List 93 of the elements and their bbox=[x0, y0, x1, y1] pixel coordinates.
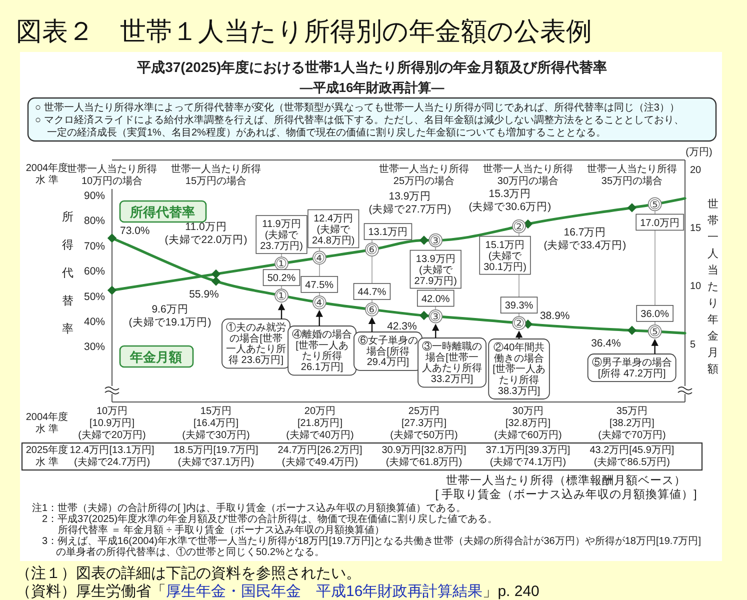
value-box: 50.2% bbox=[262, 269, 300, 286]
text: （注１）図表の詳細は下記の資料を参照されたい。 bbox=[16, 565, 361, 582]
value-box: 13.1万円 bbox=[364, 223, 412, 240]
data-label: 15.3万円 (夫婦で30.6万円) bbox=[468, 188, 552, 213]
data-label: 55.9% bbox=[189, 288, 219, 300]
case-box: ④離婚の場合[世帯一人あたり所得 26.1万円] bbox=[288, 326, 356, 376]
annotation: 世帯一人当たり所得 30万円の場合 bbox=[482, 163, 573, 187]
text: 2025年度水 準 bbox=[26, 444, 68, 468]
text: 43.2万円[45.9万円] (夫婦で86.5万円) bbox=[590, 445, 674, 468]
value-box: 42.0% bbox=[417, 290, 454, 307]
text: [16.4万円] (夫婦で30万円) bbox=[182, 418, 250, 441]
x-tick-label: 35万円 bbox=[616, 406, 648, 417]
y-tick-label: 30% bbox=[84, 341, 105, 354]
data-label: 9.6万円 (夫婦で19.1万円) bbox=[128, 303, 212, 328]
case-box: ⑤男子単身の場合[所得 47.2万円] bbox=[587, 354, 676, 382]
text: [10.9万円] (夫婦で20万円) bbox=[78, 418, 146, 441]
text: 18.5万円[19.7万円] (夫婦で37.1万円) bbox=[174, 445, 258, 468]
data-label: 44.7% bbox=[358, 287, 386, 298]
text: 厚生年金・国民年金 平成16年財政再計算結果 bbox=[166, 583, 483, 600]
annotation: 世帯一人当たり所得 15万円の場合 bbox=[170, 163, 261, 187]
y-tick-label: 40% bbox=[84, 316, 105, 328]
chart-title: 図表２ 世帯１人当たり所得別の年金額の公表例 bbox=[16, 16, 592, 46]
text: 」p. 240 bbox=[482, 583, 540, 600]
y2-tick-label: 5 bbox=[690, 339, 696, 350]
value-box: 17.0万円 bbox=[636, 214, 684, 231]
value-box: 11.9万円 (夫婦で 23.7万円) bbox=[256, 215, 308, 254]
value-box: 12.4万円 (夫婦で 24.8万円) bbox=[308, 209, 360, 248]
data-label: 36.0% bbox=[640, 309, 670, 320]
text: 37.1万円[39.3万円] (夫婦で74.1万円) bbox=[486, 445, 570, 468]
data-label: 36.4% bbox=[591, 337, 621, 350]
text: 24.7万円[26.2万円] (夫婦で49.4万円) bbox=[278, 445, 362, 468]
text: [27.3万円] (夫婦で50万円) bbox=[390, 418, 458, 441]
text: (万円) bbox=[686, 147, 712, 158]
case-box: ①夫のみ就労の場合[世帯一人あたり所得 23.6万円] bbox=[222, 318, 290, 369]
x-tick-label: 15万円 bbox=[200, 406, 232, 417]
value-box: 44.7% bbox=[353, 283, 391, 300]
case-box: ②40年間共働きの場合[世帯一人あたり所得 38.3万円] bbox=[488, 338, 550, 400]
data-label: 42.0% bbox=[421, 294, 450, 305]
text: 2：平成37(2025)年度水準の年金月額及び世帯の合計所得は、物価で現在価値に割り戻した値である。 bbox=[42, 513, 498, 525]
y-tick-label: 80% bbox=[84, 215, 105, 228]
annotation: 世帯一人当たり所得 10万円の場合 bbox=[67, 163, 157, 187]
y2-tick-label: 20 bbox=[690, 164, 702, 176]
text: 所得代替率 ＝ 年金月額 ÷ 手取り賃金（ボーナス込み年収の月額換算値） bbox=[58, 524, 385, 536]
y-tick-label: 60% bbox=[84, 266, 105, 278]
y2-tick-label: 15 bbox=[690, 222, 702, 234]
text: [32.8万円] (夫婦で60万円) bbox=[494, 418, 562, 441]
data-label: 13.9万円 (夫婦で27.7万円) bbox=[368, 190, 452, 216]
text: 注1：世帯（夫婦）の合計所得の[ ]内は、手取り賃金（ボーナス込み年収の月額換算値）である。 bbox=[32, 502, 466, 514]
data-label: 42.3% bbox=[387, 320, 417, 333]
value-box: 39.3% bbox=[500, 296, 538, 314]
series-name: 所得代替率 bbox=[119, 200, 207, 223]
text: 2004年度水 準 bbox=[26, 162, 68, 186]
data-label: 13.1万円 bbox=[368, 227, 408, 238]
x-tick-label: 30万円 bbox=[512, 406, 544, 417]
text: 12.4万円[13.1万円] (夫婦で24.7万円) bbox=[70, 445, 154, 468]
value-box: 47.5% bbox=[300, 276, 338, 293]
text: 世帯一人当たり所得（標準報酬月額ベース） [ 手取り賃金（ボーナス込み年収の月額換算値）] bbox=[435, 473, 697, 501]
value-box: 36.0% bbox=[636, 305, 674, 322]
data-label: 16.7万円 (夫婦で33.4万円) bbox=[544, 226, 626, 252]
text: 3：例えば、平成16(2004)年水準で世帯一人当たり所得が18万円[19.7万円]となる共働き世帯（夫婦の所得合計が36万円）や所得が18万円[19.7万円] の単身者の所得代替率は、①の世帯と同じく50.2%となる。 bbox=[42, 535, 702, 558]
data-label: 39.3% bbox=[504, 300, 534, 312]
text: 世帯一人当たり年金月額 bbox=[708, 198, 718, 376]
data-label: 11.0万円 (夫婦で22.0万円) bbox=[164, 221, 248, 246]
series-label: 所得代替率 bbox=[129, 204, 195, 220]
text: [21.8万円] (夫婦で40万円) bbox=[286, 418, 354, 441]
data-label: 73.0% bbox=[120, 225, 150, 238]
text: 所得代替率 bbox=[62, 211, 74, 336]
case-box: ⑥女子単身の場合[所得 29.4万円] bbox=[354, 332, 422, 371]
y-tick-label: 50% bbox=[84, 290, 105, 303]
annotation: ⑤男子単身の場合[所得 47.2万円] bbox=[592, 356, 672, 380]
data-label: 17.0万円 bbox=[640, 218, 680, 229]
annotation: 世帯一人当たり所得 25万円の場合 bbox=[378, 163, 469, 187]
text: ○ マクロ経済スライドによる給付水準調整を行えば、所得代替率は低下する。ただし、名目年金額は減少しない調整方法をとることとしており、一定の経済成長（実質1%、名目2%程度）があれば、物価で現在の価値に割り戻した年金額についても増加することとなる。 bbox=[35, 114, 684, 138]
y2-tick-label: 10 bbox=[690, 281, 702, 292]
text: [38.2万円] (夫婦で70万円) bbox=[598, 418, 666, 441]
series-name: 年金月額 bbox=[119, 345, 194, 368]
x-tick-label: 25万円 bbox=[408, 406, 440, 417]
text: 30.9万円[32.8万円] (夫婦で61.8万円) bbox=[382, 445, 466, 468]
text: ○ 世帯一人当たり所得水準によって所得代替率が変化（世帯類型が異なっても世帯一人当たり所得が同じであれば、所得代替率は同じ（注3）） bbox=[35, 102, 680, 114]
chart-subtitle: 平成37(2025)年度における世帯1人当たり所得別の年金月額及び所得代替率 ―平成16年財政再計算― bbox=[136, 59, 607, 95]
text: 2004年度水 準 bbox=[26, 411, 68, 435]
y-tick-label: 70% bbox=[84, 240, 105, 252]
case-box: ③一時離職の場合[世帯一人あたり所得 33.2万円] bbox=[418, 338, 486, 388]
data-label: 50.2% bbox=[267, 273, 296, 284]
annotation: 世帯一人当たり所得 35万円の場合 bbox=[586, 163, 677, 187]
value-box: 15.1万円 (夫婦で 30.1万円) bbox=[479, 236, 531, 275]
data-label: 47.5% bbox=[305, 280, 334, 292]
x-tick-label: 10万円 bbox=[96, 406, 128, 417]
text: （資料）厚生労働省「 bbox=[16, 583, 166, 600]
y-tick-label: 90% bbox=[84, 190, 105, 202]
value-box: 13.9万円 (夫婦で 27.9万円) bbox=[410, 250, 462, 289]
data-label: 38.9% bbox=[540, 310, 570, 322]
x-tick-label: 20万円 bbox=[304, 406, 336, 417]
